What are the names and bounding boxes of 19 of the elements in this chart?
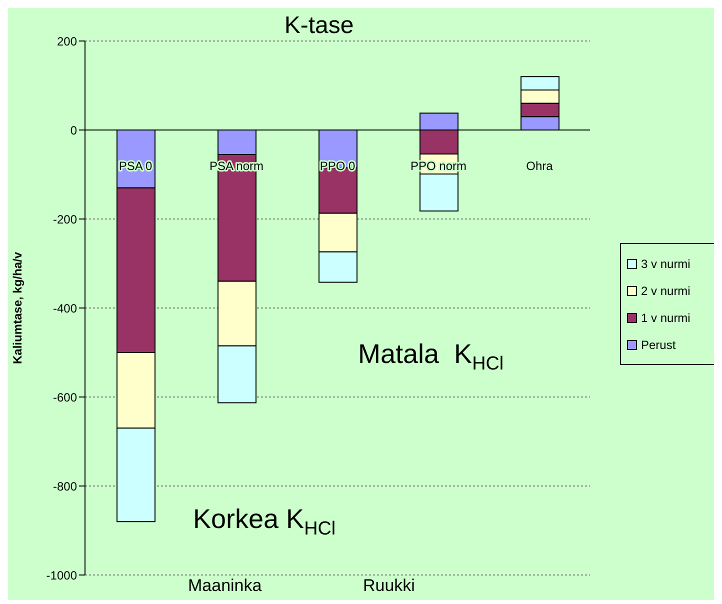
legend-label: Perust: [641, 338, 676, 352]
legend-label: 3 v nurmi: [641, 256, 690, 270]
x-tick-label: PSA 0: [118, 159, 153, 173]
chart-title: K-tase: [284, 12, 354, 39]
y-tick-label: -200: [52, 212, 78, 226]
annotation: Korkea K$_{HCl}$: [193, 504, 336, 540]
annotation: Matala K$_{HCl}$: [358, 339, 504, 374]
y-tick-label: -800: [52, 479, 78, 494]
x-tick-label: Ohra: [526, 159, 554, 173]
y-axis-title: Kaliumtase, kg/ha/v: [10, 252, 24, 364]
y-tick-label: -600: [52, 390, 78, 404]
legend-label: 2 v nurmi: [641, 284, 690, 298]
y-tick-label: 200: [56, 34, 78, 48]
legend-label: 1 v nurmi: [641, 310, 690, 324]
text: Maaninka: [188, 576, 262, 595]
y-tick-label: 0: [70, 123, 78, 138]
text: Ruukki: [363, 576, 415, 595]
y-tick-label: -400: [52, 301, 78, 316]
y-tick-label: -1000: [46, 568, 78, 582]
